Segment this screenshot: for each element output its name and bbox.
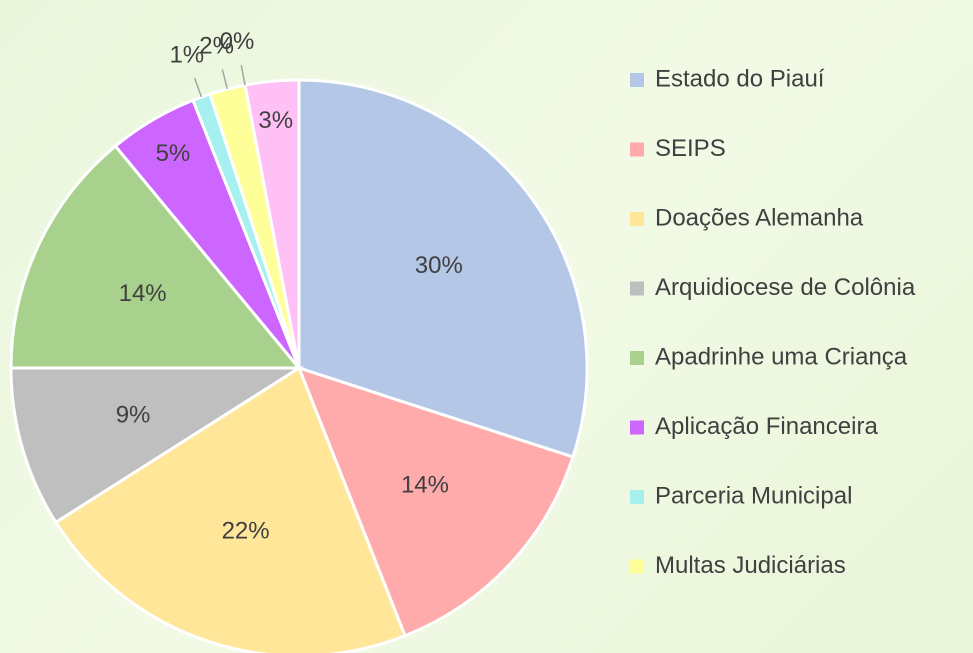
legend-swatch: [630, 142, 644, 157]
pie-slice: [9, 366, 305, 525]
data-label: 1%: [169, 42, 204, 69]
legend-swatch: [630, 420, 644, 435]
data-label: 3%: [258, 107, 293, 134]
pie-slice: [296, 365, 575, 638]
data-label: 9%: [116, 402, 151, 429]
data-label: 5%: [156, 140, 191, 167]
legend-label: SEIPS: [655, 135, 726, 162]
legend-swatch: [630, 490, 644, 504]
legend-label: Parceria Municipal: [655, 482, 852, 509]
legend-swatch: [630, 212, 644, 226]
data-label: 30%: [415, 252, 463, 279]
legend-swatch: [630, 351, 644, 365]
legend-label: Aplicação Financeira: [655, 413, 878, 440]
leader-line: [221, 69, 229, 90]
legend-label: Estado do Piauí: [655, 65, 825, 92]
legend-swatch: [630, 559, 644, 574]
pie-slice: [9, 143, 303, 370]
legend-label: Doações Alemanha: [655, 204, 864, 231]
data-label: 14%: [119, 280, 167, 307]
legend-swatch: [630, 281, 644, 296]
leader-line: [193, 77, 203, 98]
leader-line: [240, 65, 246, 86]
data-label: 2%: [199, 33, 234, 60]
legend-label: Apadrinhe uma Criança: [655, 343, 908, 370]
legend-swatch: [630, 73, 644, 87]
data-label: 22%: [222, 518, 270, 545]
data-label: 14%: [401, 472, 449, 499]
data-label: 0%: [220, 28, 255, 55]
pie-slice: [53, 365, 407, 653]
legend-label: Arquidiocese de Colônia: [655, 274, 916, 301]
pie-slice: [297, 78, 589, 459]
legend-label: Multas Judiciárias: [655, 552, 846, 579]
